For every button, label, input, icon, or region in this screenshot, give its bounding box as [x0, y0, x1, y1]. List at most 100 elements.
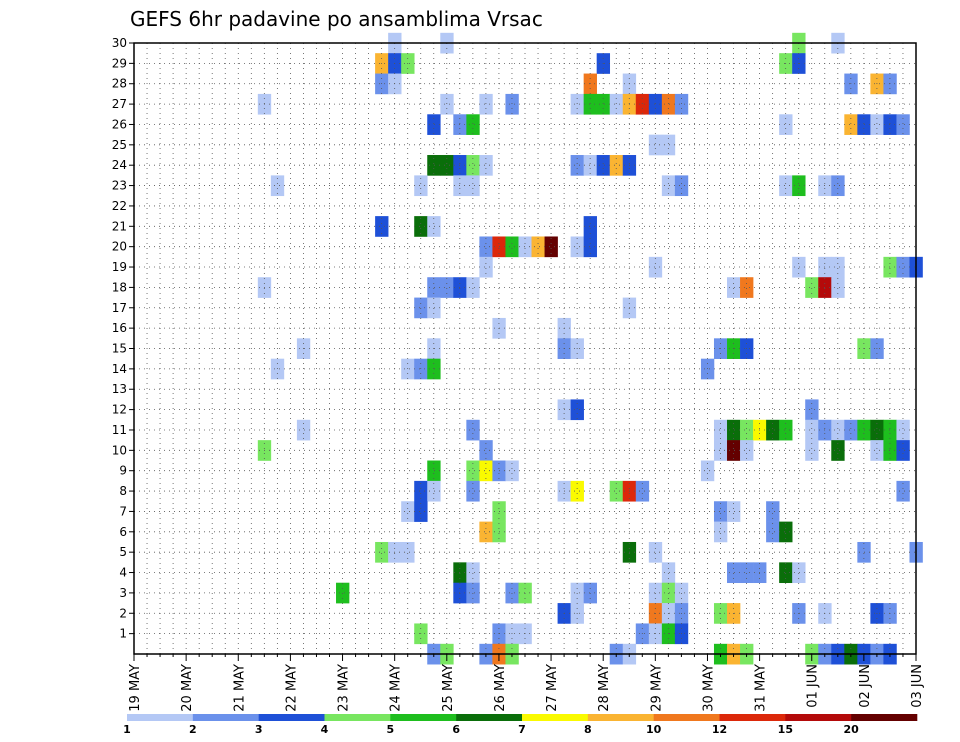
heatmap-cell [831, 256, 845, 278]
heatmap-cell [466, 155, 480, 176]
heatmap-cell [479, 460, 493, 482]
legend-swatch [324, 714, 391, 721]
heatmap-cell [401, 501, 415, 522]
heatmap-cell [440, 277, 454, 298]
x-tick-label: 22 MAY [284, 664, 299, 712]
heatmap-cell [544, 236, 558, 258]
heatmap-cell [401, 541, 415, 563]
x-tick-label: 21 MAY [232, 664, 247, 712]
legend-label: 3 [255, 723, 263, 736]
heatmap-cell [713, 501, 728, 522]
heatmap-cell [531, 236, 545, 258]
grid-lines [134, 43, 916, 654]
heatmap-cell [844, 419, 858, 441]
heatmap-cell [648, 134, 663, 156]
heatmap-cell [870, 440, 884, 461]
heatmap-cell [270, 175, 285, 197]
y-tick-label: 16 [112, 321, 127, 335]
y-tick-label: 30 [112, 36, 127, 50]
heatmap-cell [466, 562, 480, 584]
heatmap-cell [896, 114, 910, 135]
heatmap-cell [466, 175, 480, 197]
y-tick-label: 10 [112, 443, 127, 457]
legend-label: 12 [712, 723, 727, 736]
y-tick-label: 27 [112, 97, 127, 111]
x-tick-label: 03 JUN [910, 664, 925, 708]
heatmap-cell [740, 277, 754, 298]
color-legend: 1 2 3 4 5 6 7 8 10 12 15 20 [123, 714, 918, 736]
x-tick-label: 31 MAY [754, 664, 769, 712]
heatmap-cell [440, 93, 454, 115]
heatmap-cell [883, 419, 897, 441]
heatmap-cell [648, 256, 663, 278]
heatmap-cell [805, 277, 819, 298]
y-tick-label: 18 [112, 280, 127, 294]
heatmap-cell [896, 256, 910, 278]
heatmap-cell [466, 419, 480, 441]
x-tick-label: 20 MAY [180, 664, 195, 712]
x-tick-label: 30 MAY [701, 664, 716, 712]
x-tick-label: 29 MAY [649, 664, 664, 712]
x-tick-label: 28 MAY [597, 664, 612, 712]
legend-label: 5 [387, 723, 395, 736]
heatmap-cell [727, 501, 741, 522]
heatmap-cell [896, 419, 910, 441]
heatmap-cell [414, 358, 428, 380]
heatmap-cell [518, 236, 532, 258]
heatmap-cell [609, 155, 624, 176]
heatmap-cell [661, 562, 676, 584]
heatmap-cell [635, 480, 650, 502]
y-tick-label: 4 [119, 566, 127, 580]
heatmap-cell [766, 419, 780, 441]
y-tick-label: 5 [119, 545, 127, 559]
legend-swatch [522, 714, 589, 721]
x-tick-label: 19 MAY [128, 664, 143, 712]
heatmap-cell [779, 419, 793, 441]
y-tick-label: 2 [119, 606, 127, 620]
heatmap-cell [375, 541, 389, 563]
legend-swatch [653, 714, 720, 721]
y-tick-label: 21 [112, 219, 127, 233]
y-tick-label: 14 [112, 362, 127, 376]
heatmap-cell [674, 93, 689, 115]
heatmap-cell [583, 216, 597, 237]
heatmap-cell [648, 93, 663, 115]
x-tick-label: 01 JUN [806, 664, 821, 708]
x-tick-label: 25 MAY [441, 664, 456, 712]
y-tick-label: 6 [119, 525, 127, 539]
heatmap-cell [831, 277, 845, 298]
y-tick-label: 15 [112, 342, 127, 356]
y-tick-label: 9 [119, 464, 127, 478]
heatmap-cell [831, 175, 845, 197]
heatmap-cell [270, 358, 285, 380]
heatmap-cell [766, 521, 780, 543]
legend-swatch [258, 714, 325, 721]
x-tick-label: 26 MAY [493, 664, 508, 712]
heatmap-cell [505, 236, 519, 258]
heatmap-cell [427, 358, 441, 380]
heatmap-cell [479, 236, 493, 258]
heatmap-cell [740, 440, 754, 461]
legend-swatch [456, 714, 523, 721]
heatmap-cell [479, 440, 493, 461]
legend-label: 6 [452, 723, 460, 736]
heatmap-cell [870, 419, 884, 441]
heatmap-cell [479, 521, 493, 543]
y-tick-label: 26 [112, 117, 127, 131]
heatmap-cell [414, 216, 428, 237]
heatmap-cell [727, 277, 741, 298]
y-tick-label: 25 [112, 138, 127, 152]
y-tick-label: 28 [112, 77, 127, 91]
y-tick-label: 12 [112, 403, 127, 417]
heatmap-cell [609, 93, 624, 115]
heatmap-cell [479, 155, 493, 176]
heatmap-cell [805, 419, 819, 441]
heatmap-cell [583, 236, 597, 258]
heatmap-cell [414, 501, 428, 522]
heatmap-cell [479, 93, 493, 115]
heatmap-cell [440, 155, 454, 176]
heatmap-cell [427, 155, 441, 176]
heatmap-cell [883, 114, 897, 135]
y-tick-label: 17 [112, 301, 127, 315]
heatmap-cell [792, 256, 806, 278]
